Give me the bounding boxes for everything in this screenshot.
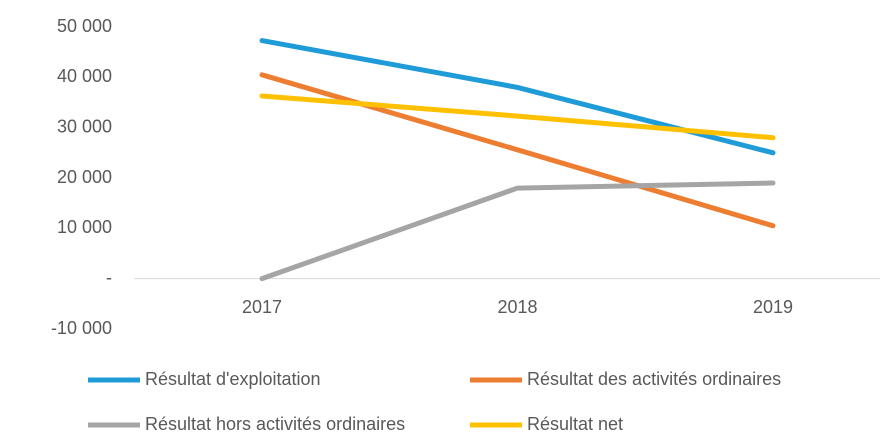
y-tick-label: - [106, 267, 112, 287]
y-tick-label: 20 000 [57, 167, 112, 187]
y-tick-label: 30 000 [57, 116, 112, 136]
y-tick-label: 50 000 [57, 16, 112, 36]
y-tick-label: -10 000 [51, 318, 112, 338]
legend-label: Résultat hors activités ordinaires [145, 414, 405, 434]
legend-label: Résultat des activités ordinaires [527, 369, 781, 389]
legend-label: Résultat d'exploitation [145, 369, 321, 389]
x-tick-label: 2018 [497, 297, 537, 317]
y-tick-label: 40 000 [57, 66, 112, 86]
series-line [259, 72, 776, 229]
x-tick-label: 2017 [242, 297, 282, 317]
y-tick-label: 10 000 [57, 217, 112, 237]
legend-label: Résultat net [527, 414, 623, 434]
x-tick-label: 2019 [753, 297, 793, 317]
series-line [259, 93, 776, 141]
series-line [259, 180, 776, 282]
